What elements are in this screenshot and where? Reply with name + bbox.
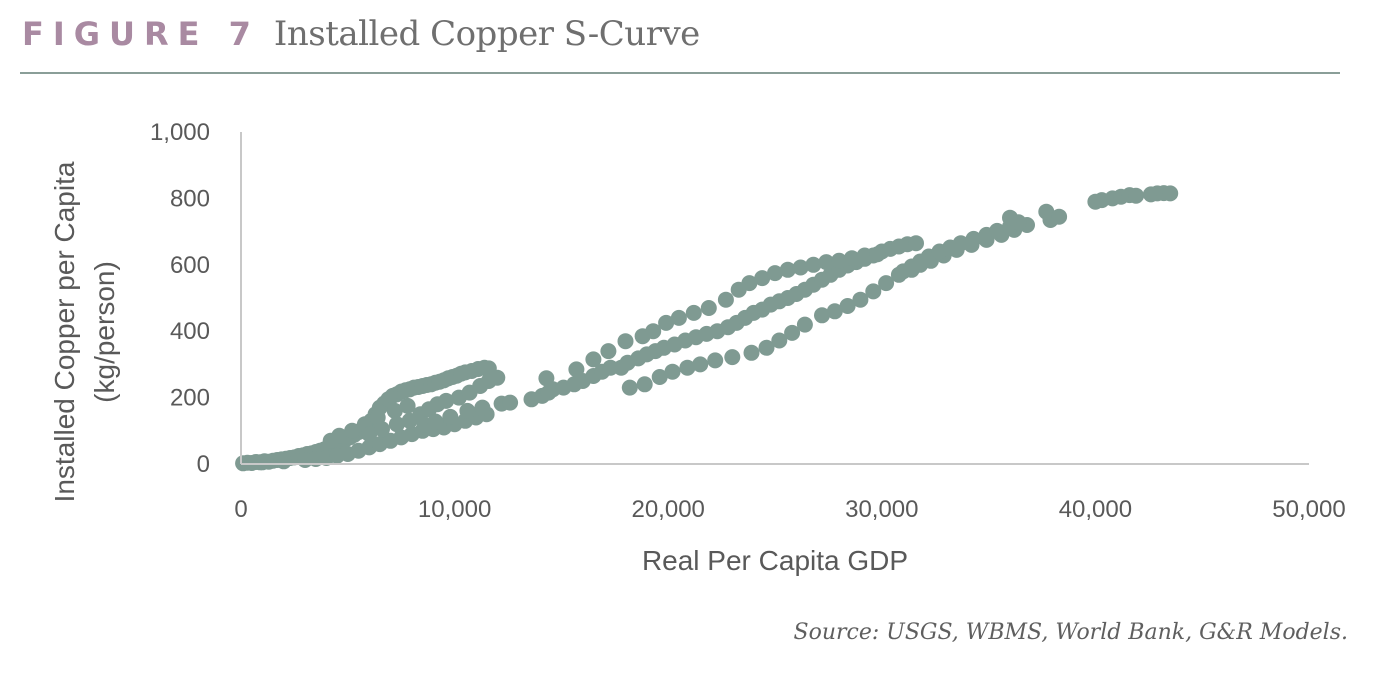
data-point [856,247,873,264]
data-point [331,427,348,444]
y-axis-title-line1: Installed Copper per Capita [49,161,80,502]
data-point [865,283,882,300]
data-point [1128,187,1144,204]
x-axis-title: Real Per Capita GDP [642,545,908,576]
data-point [814,307,830,324]
data-point [474,399,491,416]
data-point [707,352,724,369]
data-point [670,309,687,326]
x-tick-label: 10,000 [418,496,491,523]
x-tick-label: 50,000 [1272,496,1345,523]
data-point [818,254,835,271]
data-point [427,413,444,430]
x-tick-label: 20,000 [631,496,704,523]
data-point [489,369,506,386]
data-point [771,332,788,349]
data-point [645,323,662,340]
y-tick-label: 0 [197,451,210,478]
data-point [908,235,924,252]
data-point [758,339,775,356]
data-point [459,402,476,419]
data-point [724,349,741,366]
data-point [275,453,292,470]
data-points [235,185,1179,472]
x-tick-label: 40,000 [1059,496,1132,523]
data-point [767,265,783,282]
data-point [869,246,886,263]
data-point [796,316,813,333]
data-point [843,250,860,267]
data-point [792,259,809,276]
data-point [741,275,758,292]
y-tick-label: 600 [170,252,210,279]
data-point [344,422,361,439]
data-point [826,303,843,320]
data-point [685,304,702,321]
y-axis-ticks: 0 200 400 600 800 1,000 [150,119,210,478]
y-tick-label: 200 [170,385,210,412]
y-tick-label: 1,000 [150,119,210,146]
data-point [700,300,717,316]
figure-title: Installed Copper S-Curve [273,14,700,54]
data-point [805,256,822,273]
data-point [502,394,519,411]
data-point [401,412,418,429]
data-point [388,416,405,433]
data-point [600,343,617,360]
data-point [839,298,856,314]
data-point [636,376,653,393]
data-point [538,370,555,387]
data-point [989,222,1006,239]
data-point [621,379,638,396]
figure-label: FIGURE 7 [22,15,260,53]
data-point [965,230,982,247]
data-point [386,402,403,419]
header-divider [20,72,1340,74]
figure-header: FIGURE 7 Installed Copper S-Curve [22,14,700,64]
y-axis-title-line2: (kg/person) [89,261,120,403]
data-point [664,363,681,380]
data-point [1002,209,1018,226]
source-note: Source: USGS, WBMS, World Bank, G&R Mode… [793,620,1348,645]
y-tick-label: 800 [170,185,210,212]
data-point [374,421,390,438]
data-point [438,392,455,409]
data-point [743,344,760,361]
data-point [617,333,634,350]
data-point [878,275,895,292]
data-point [717,291,734,308]
data-point [754,270,771,287]
x-tick-label: 30,000 [845,496,918,523]
data-point [361,426,378,443]
data-point [692,356,709,373]
data-point [442,408,459,425]
data-point [568,361,585,378]
y-tick-label: 400 [170,318,210,345]
data-point [658,314,675,331]
data-point [679,359,696,376]
data-point [651,369,668,385]
data-point [831,252,848,269]
data-point [399,397,416,414]
data-point [1051,208,1068,225]
data-point [585,351,602,368]
data-point [254,454,271,471]
data-point [779,261,796,278]
data-point [952,235,969,252]
data-point [852,291,869,308]
data-point [1162,185,1179,202]
x-tick-label: 0 [234,496,247,523]
data-point [784,324,801,341]
x-axis-ticks: 0 10,000 20,000 30,000 40,000 50,000 [234,496,1345,523]
